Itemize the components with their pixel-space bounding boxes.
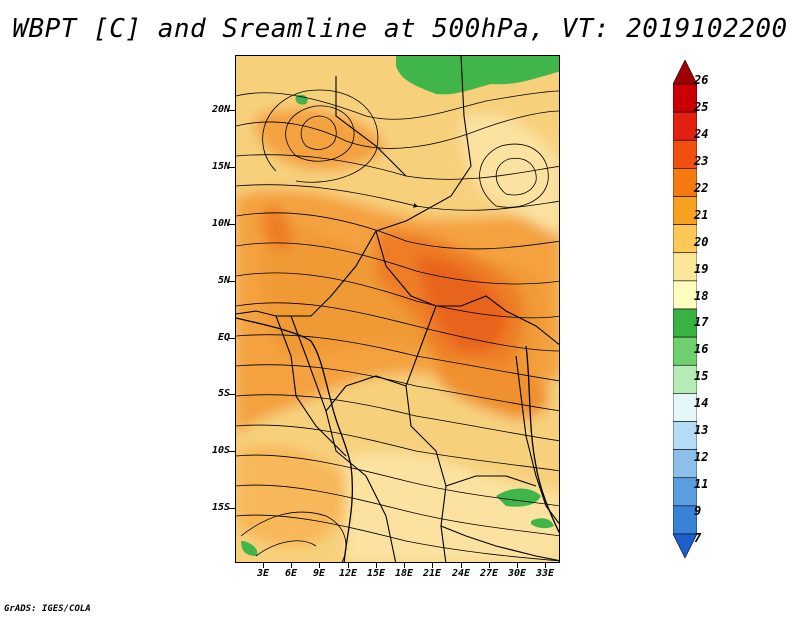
lat-tick <box>229 338 235 339</box>
colorbar-segment <box>673 477 697 507</box>
lon-tick <box>348 563 349 568</box>
lat-label: 15S <box>211 502 230 513</box>
lon-label: 18E <box>394 568 414 579</box>
wbpt-shading <box>236 56 559 562</box>
coastline <box>236 317 559 562</box>
lon-label: 27E <box>479 568 499 579</box>
colorbar-label: 22 <box>694 180 709 195</box>
lon-label: 33E <box>535 568 555 579</box>
lat-label: 10N <box>211 218 230 229</box>
lon-label: 21E <box>422 568 442 579</box>
lon-label: 9E <box>312 568 326 579</box>
colorbar-label: 14 <box>694 396 709 411</box>
colorbar-segment <box>673 168 697 197</box>
colorbar-label: 7 <box>694 531 702 545</box>
lat-tick <box>229 394 235 395</box>
lon-tick <box>517 563 518 568</box>
colorbar-label: 21 <box>694 207 709 222</box>
lat-tick <box>229 508 235 509</box>
colorbar-label: 13 <box>694 423 709 438</box>
map-field <box>236 56 559 562</box>
lon-tick <box>319 563 320 568</box>
colorbar-label: 11 <box>694 477 709 492</box>
lon-tick <box>489 563 490 568</box>
colorbar-bottom-arrow <box>673 533 697 558</box>
colorbar-label: 16 <box>694 342 709 357</box>
colorbar-segment <box>673 224 697 254</box>
lon-label: 15E <box>366 568 386 579</box>
lat-label: 20N <box>211 104 230 115</box>
lat-tick <box>229 451 235 452</box>
colorbar-segment <box>673 336 697 366</box>
lat-tick <box>229 110 235 111</box>
colorbar-label: 25 <box>694 99 709 114</box>
lon-tick <box>291 563 292 568</box>
colorbar-label: 24 <box>694 126 709 141</box>
lat-label: 5N <box>217 275 230 286</box>
colorbar-label: 19 <box>694 261 709 276</box>
colorbar-segment <box>673 505 697 535</box>
map-panel <box>235 55 560 563</box>
colorbar <box>673 60 697 558</box>
colorbar-segment <box>673 252 697 282</box>
lon-label: 3E <box>256 568 270 579</box>
lat-tick <box>229 167 235 168</box>
colorbar-label: 23 <box>694 153 709 168</box>
colorbar-label: 12 <box>694 450 709 465</box>
colorbar-label: 18 <box>694 288 709 303</box>
colorbar-segment <box>673 308 697 338</box>
lon-label: 12E <box>338 568 358 579</box>
streamlines <box>236 89 559 562</box>
colorbar-label: 9 <box>694 504 702 519</box>
colorbar-label: 15 <box>694 369 709 384</box>
colorbar-segment <box>673 393 697 422</box>
lon-tick <box>404 563 405 568</box>
lon-tick <box>263 563 264 568</box>
lat-tick <box>229 281 235 282</box>
colorbar-label: 20 <box>694 234 709 249</box>
lat-label: 10S <box>211 445 230 456</box>
colorbar-segment <box>673 364 697 394</box>
lon-label: 24E <box>451 568 471 579</box>
lat-label: 15N <box>211 161 230 172</box>
lon-label: 6E <box>284 568 298 579</box>
lat-label: 5S <box>217 388 230 399</box>
colorbar-label: 26 <box>694 73 709 87</box>
lon-tick <box>376 563 377 568</box>
lon-label: 30E <box>507 568 527 579</box>
lon-tick <box>432 563 433 568</box>
grads-credit: GrADS: IGES/COLA <box>4 604 91 614</box>
chart-title: WBPT [C] and Sreamline at 500hPa, VT: 20… <box>12 14 788 44</box>
colorbar-segment <box>673 280 697 310</box>
lat-tick <box>229 224 235 225</box>
lon-tick <box>545 563 546 568</box>
country-borders <box>236 56 559 562</box>
lat-label: EQ <box>217 332 230 343</box>
colorbar-label: 17 <box>694 315 709 330</box>
lon-tick <box>461 563 462 568</box>
